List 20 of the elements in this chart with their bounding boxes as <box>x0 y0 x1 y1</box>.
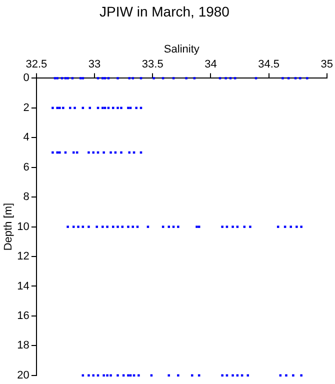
x-tick-label: 33 <box>88 58 101 71</box>
y-tick-label: 18 <box>17 340 30 352</box>
y-tick-label: 20 <box>17 369 30 382</box>
x-axis-title: Salinity <box>164 43 200 56</box>
chart-title: JPIW in March, 1980 <box>100 3 230 20</box>
y-tick-label: 14 <box>17 280 30 292</box>
y-tick-label: 10 <box>17 220 30 233</box>
x-tick-label: 32.5 <box>26 58 48 71</box>
y-tick-label: 4 <box>23 132 30 144</box>
y-axis-title: Depth [m] <box>2 202 15 251</box>
y-tick-label: 12 <box>17 250 30 263</box>
y-tick-label: 8 <box>23 191 30 204</box>
x-tick-label: 33.5 <box>142 58 164 71</box>
y-tick-label: 16 <box>17 310 30 322</box>
x-tick-label: 35 <box>320 58 334 71</box>
x-tick-label: 34.5 <box>258 58 280 71</box>
y-tick-label: 0 <box>23 72 30 84</box>
y-tick-label: 2 <box>23 102 30 114</box>
y-tick-label: 6 <box>23 161 30 174</box>
x-tick-label: 34 <box>204 58 217 71</box>
